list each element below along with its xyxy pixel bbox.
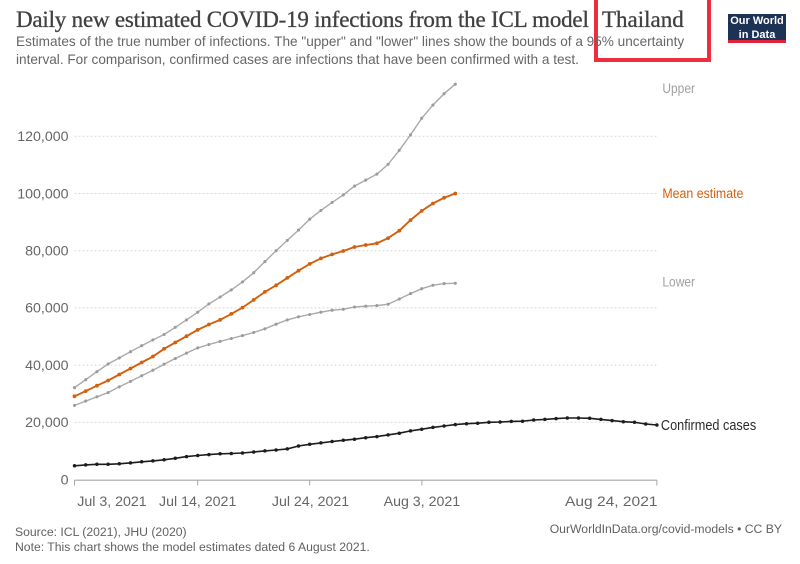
svg-text:Aug 24, 2021: Aug 24, 2021 bbox=[565, 494, 658, 510]
svg-text:Jul 3, 2021: Jul 3, 2021 bbox=[77, 494, 147, 510]
svg-text:120,000: 120,000 bbox=[17, 129, 68, 145]
svg-text:60,000: 60,000 bbox=[25, 301, 69, 317]
svg-text:0: 0 bbox=[61, 472, 69, 488]
svg-text:20,000: 20,000 bbox=[25, 415, 69, 431]
svg-text:Jul 24, 2021: Jul 24, 2021 bbox=[272, 494, 349, 510]
svg-text:40,000: 40,000 bbox=[25, 358, 69, 374]
svg-text:Mean estimate: Mean estimate bbox=[662, 186, 743, 201]
svg-text:Confirmed cases: Confirmed cases bbox=[661, 417, 756, 434]
svg-text:100,000: 100,000 bbox=[17, 186, 68, 202]
svg-text:Lower: Lower bbox=[662, 275, 695, 290]
svg-text:Jul 14, 2021: Jul 14, 2021 bbox=[159, 494, 236, 510]
svg-text:80,000: 80,000 bbox=[25, 244, 69, 260]
svg-text:Upper: Upper bbox=[662, 81, 695, 96]
svg-text:Aug 3, 2021: Aug 3, 2021 bbox=[384, 494, 461, 510]
